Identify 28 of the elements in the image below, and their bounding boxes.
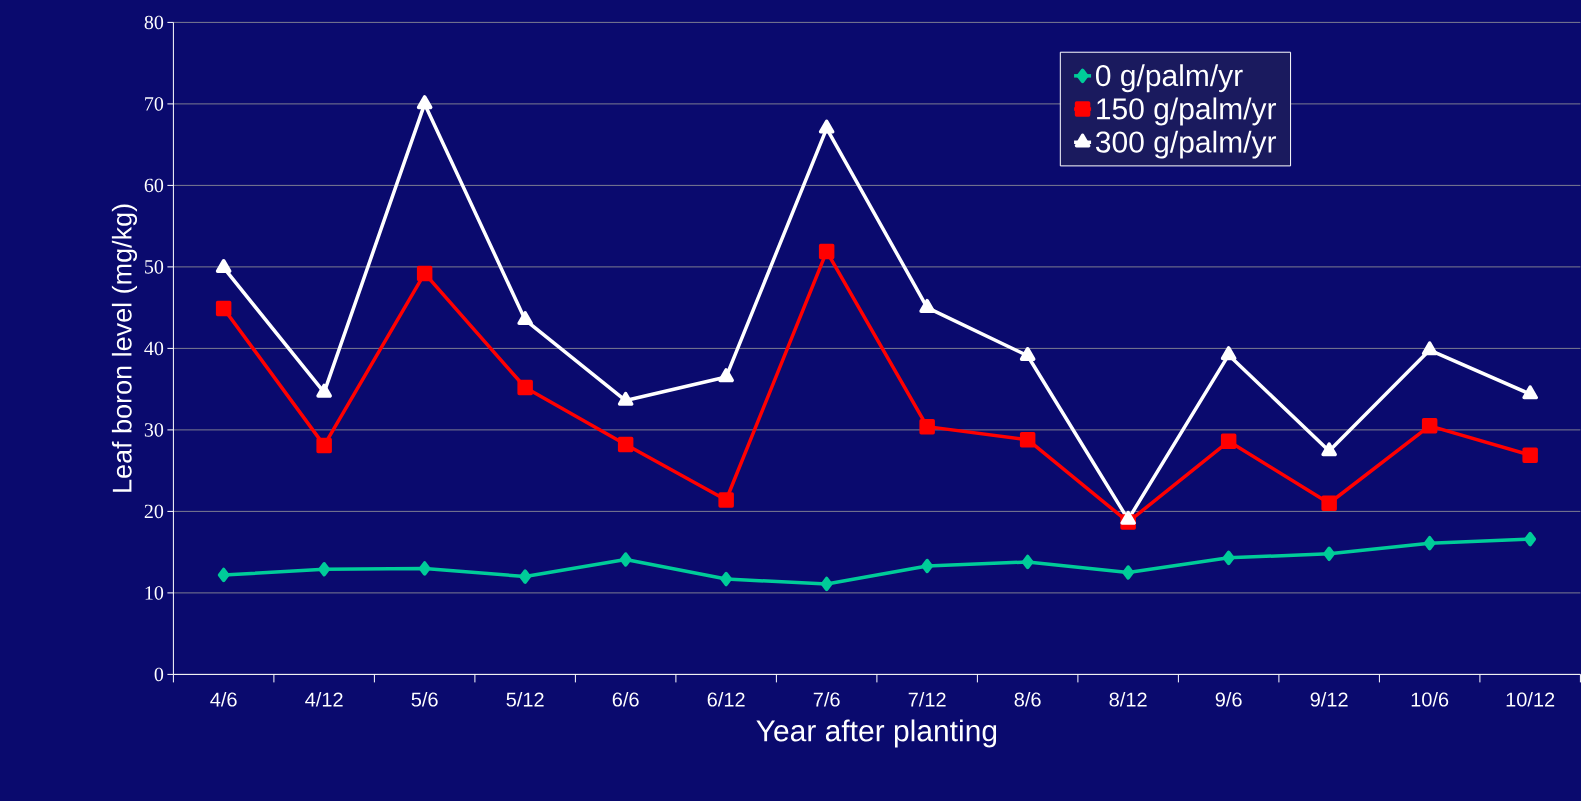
y-tick-label: 0 [154,667,164,682]
x-tick-label: 4/6 [210,691,237,707]
x-tick-label: 6/12 [707,691,745,707]
y-tick-label: 20 [144,504,164,519]
x-tick-label: 6/6 [612,691,639,707]
x-tick-label: 7/6 [813,691,840,707]
x-tick-label: 4/12 [305,691,343,707]
y-axis-title: Leaf boron level (mg/kg) [111,204,138,492]
x-tick-label: 9/12 [1310,691,1348,707]
x-tick-label: 5/6 [411,691,438,707]
y-tick-label: 80 [144,15,164,30]
legend-label: 0 g/palm/yr [1095,64,1243,93]
x-axis-title: Year after planting [756,719,997,748]
y-tick-label: 70 [145,97,164,111]
x-tick-label: 5/12 [506,691,544,707]
x-tick-label: 10/12 [1506,691,1555,707]
x-tick-label: 9/6 [1215,691,1242,707]
legend-label: 300 g/palm/yr [1095,130,1277,159]
x-tick-label: 10/6 [1411,691,1449,707]
y-tick-label: 40 [144,341,164,356]
x-tick-label: 8/6 [1014,691,1041,707]
y-tick-label: 50 [145,260,164,274]
legend-label: 150 g/palm/yr [1097,97,1277,126]
y-tick-label: 30 [144,423,164,437]
y-tick-label: 60 [144,178,164,193]
x-tick-label: 7/12 [908,691,946,707]
y-tick-label: 10 [145,586,164,600]
x-tick-label: 8/12 [1109,691,1147,707]
